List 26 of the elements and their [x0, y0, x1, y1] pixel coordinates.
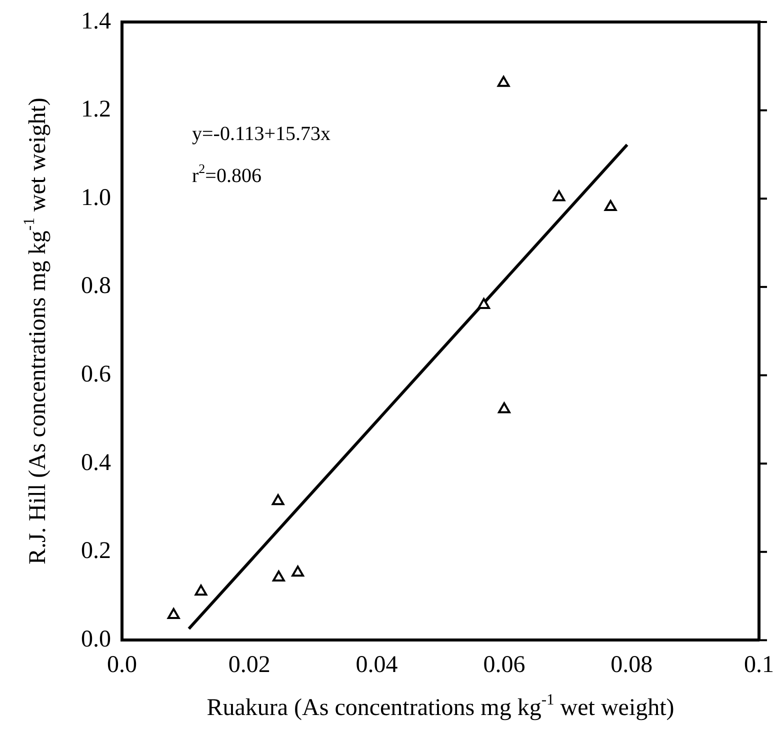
y-tick-label: 0.4: [81, 450, 111, 476]
point: [167, 608, 180, 620]
x-tick-label: 0.1: [744, 652, 774, 678]
point: [498, 402, 510, 414]
x-tick-label: 0.0: [107, 652, 137, 678]
x-tick-label: 0.06: [483, 652, 526, 678]
y-tick-label: 0.0: [81, 626, 111, 652]
point: [497, 76, 510, 87]
point: [478, 298, 490, 310]
x-tick-label: 0.02: [228, 652, 270, 678]
x-tick-label: 0.08: [610, 652, 653, 678]
x-tick-label: 0.04: [356, 652, 398, 678]
y-tick-label: 1.2: [81, 96, 111, 123]
y-axis-title: R.J. Hill (As concentrations mg kg-1 wet weight): [21, 98, 51, 565]
point: [194, 584, 208, 596]
point: [272, 494, 284, 506]
y-tick-label: 0.6: [81, 362, 111, 388]
point: [292, 566, 304, 577]
point: [552, 190, 566, 202]
y-tick-label: 1.0: [81, 184, 111, 211]
annotation: y=-0.113+15.73x: [192, 123, 330, 145]
y-tick-label: 1.4: [81, 8, 111, 34]
y-tick-label: 0.2: [81, 538, 111, 564]
point: [604, 200, 617, 212]
y-tick-label: 0.8: [81, 273, 111, 300]
point: [272, 570, 285, 582]
